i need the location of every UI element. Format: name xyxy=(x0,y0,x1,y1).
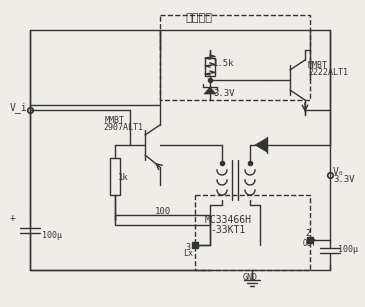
Text: +: + xyxy=(10,213,16,223)
Text: Lx: Lx xyxy=(183,250,193,258)
Text: OUT: OUT xyxy=(303,239,317,247)
Text: 3.3V: 3.3V xyxy=(333,176,354,185)
Text: 2: 2 xyxy=(305,230,310,239)
Bar xyxy=(110,158,120,195)
Text: 100μ: 100μ xyxy=(338,246,358,255)
Text: V₀: V₀ xyxy=(333,167,345,177)
Bar xyxy=(205,58,215,76)
Text: 2222ALT1: 2222ALT1 xyxy=(308,68,348,76)
Text: 3: 3 xyxy=(185,243,190,252)
Text: 3.3V: 3.3V xyxy=(213,88,234,98)
Text: -33KT1: -33KT1 xyxy=(210,225,245,235)
Text: 启动电流: 启动电流 xyxy=(185,13,212,23)
Text: V_i: V_i xyxy=(10,103,28,114)
Text: 100μ: 100μ xyxy=(42,231,62,239)
Text: MC33466H: MC33466H xyxy=(205,215,252,225)
Text: 2907ALT1: 2907ALT1 xyxy=(103,122,143,131)
Bar xyxy=(115,215,210,225)
Polygon shape xyxy=(255,138,267,152)
Text: 1k: 1k xyxy=(118,173,129,181)
Polygon shape xyxy=(204,87,216,94)
Text: 100: 100 xyxy=(155,208,171,216)
Text: MMBT: MMBT xyxy=(308,60,328,69)
Text: GND: GND xyxy=(243,274,258,282)
Text: 1.5k: 1.5k xyxy=(213,59,234,68)
Text: MMBT: MMBT xyxy=(105,115,125,125)
